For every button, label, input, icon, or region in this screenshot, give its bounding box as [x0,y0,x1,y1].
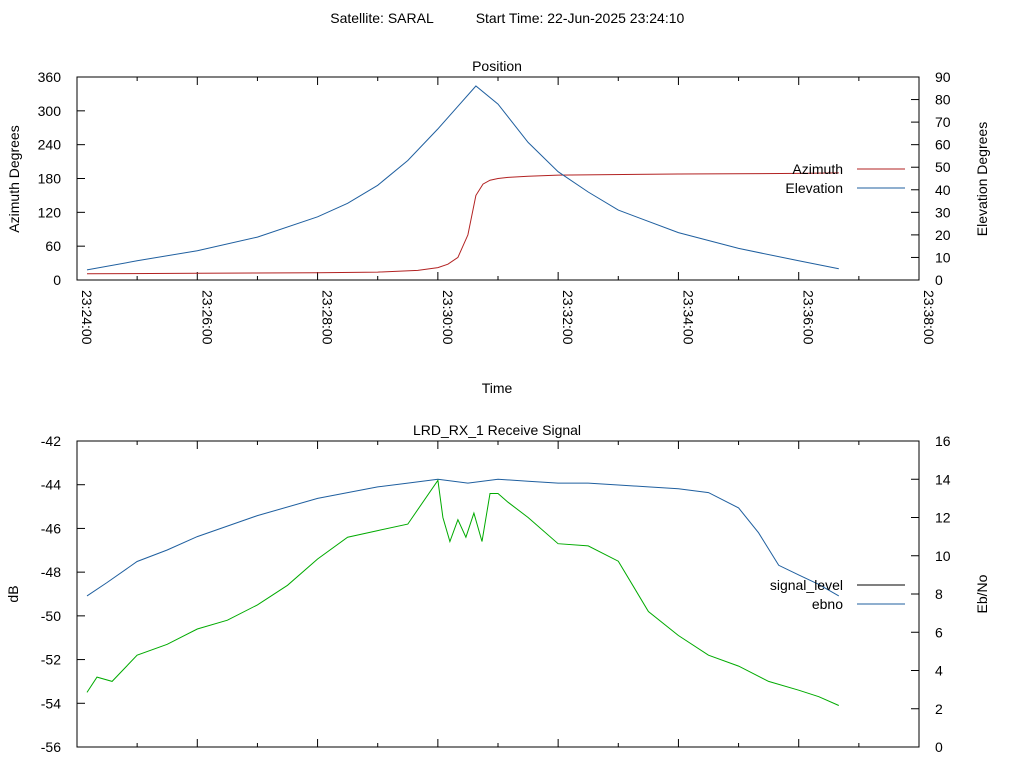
y2-tick-label: 50 [935,159,951,175]
y-tick-label: 180 [38,171,62,187]
y-tick-label: -50 [41,608,61,624]
y2-tick-label: 70 [935,114,951,130]
x-tick-label: 23:38:00 [921,290,937,345]
x-tick-label: 23:34:00 [680,290,696,345]
y-tick-label: 300 [38,103,62,119]
satellite-label: Satellite: SARAL [330,10,434,26]
y-tick-label: 60 [45,238,61,254]
x-tick-label: 23:32:00 [560,290,576,345]
receive-signal-chart-y2label: Eb/No [974,574,990,613]
y-tick-label: -48 [41,564,61,580]
y2-tick-label: 14 [935,471,951,487]
y-tick-label: 0 [53,272,61,288]
series-line-elevation [86,85,839,271]
y-tick-label: -56 [41,739,61,755]
x-tick-label: 23:24:00 [79,290,95,345]
receive-signal-chart-title: LRD_RX_1 Receive Signal [413,422,581,438]
y-tick-label: -42 [41,433,61,449]
y-tick-label: -44 [41,477,61,493]
receive-signal-chart: LRD_RX_1 Receive Signal dB Eb/No -56 -54 -… [5,422,990,755]
y2-tick-label: 12 [935,510,951,526]
y2-tick-label: 80 [935,92,951,108]
position-chart: Position Time Azimuth Degrees Elevation … [6,58,990,396]
y2-tick-label: 6 [935,624,943,640]
position-chart-y2label: Elevation Degrees [974,122,990,236]
x-tick-label: 23:26:00 [199,290,215,345]
y-tick-label: 360 [38,69,62,85]
y2-tick-label: 20 [935,227,951,243]
y2-tick-label: 2 [935,701,943,717]
series-line-ebno [86,478,840,597]
legend-label: Azimuth [792,161,843,177]
y2-tick-label: 10 [935,548,951,564]
position-chart-title: Position [472,58,522,74]
x-tick-label: 23:28:00 [320,290,336,345]
x-tick-label: 23:30:00 [440,290,456,345]
receive-signal-chart-frame [76,440,920,748]
y2-tick-label: 10 [935,249,951,265]
series-line-azimuth [86,172,839,275]
position-chart-ylabel: Azimuth Degrees [6,125,22,232]
y-tick-label: -52 [41,652,61,668]
y2-tick-label: 0 [935,739,943,755]
legend-label: Elevation [785,180,843,196]
start-time-label: Start Time: 22-Jun-2025 23:24:10 [476,10,685,26]
y-tick-label: 120 [38,204,62,220]
legend-label: signal_level [770,577,843,593]
y-tick-label: -54 [41,695,61,711]
y2-tick-label: 0 [935,272,943,288]
y2-tick-label: 4 [935,663,943,679]
series-line-unlabeled [86,478,840,706]
y2-tick-label: 90 [935,69,951,85]
receive-signal-chart-ylabel: dB [5,585,21,602]
y2-tick-label: 16 [935,433,951,449]
y-tick-label: -46 [41,520,61,536]
y2-tick-label: 8 [935,586,943,602]
y2-tick-label: 60 [935,137,951,153]
x-tick-label: 23:36:00 [801,290,817,345]
legend-label: ebno [812,596,843,612]
y2-tick-label: 30 [935,204,951,220]
y2-tick-label: 40 [935,182,951,198]
position-chart-xlabel: Time [482,380,513,396]
y-tick-label: 240 [38,137,62,153]
